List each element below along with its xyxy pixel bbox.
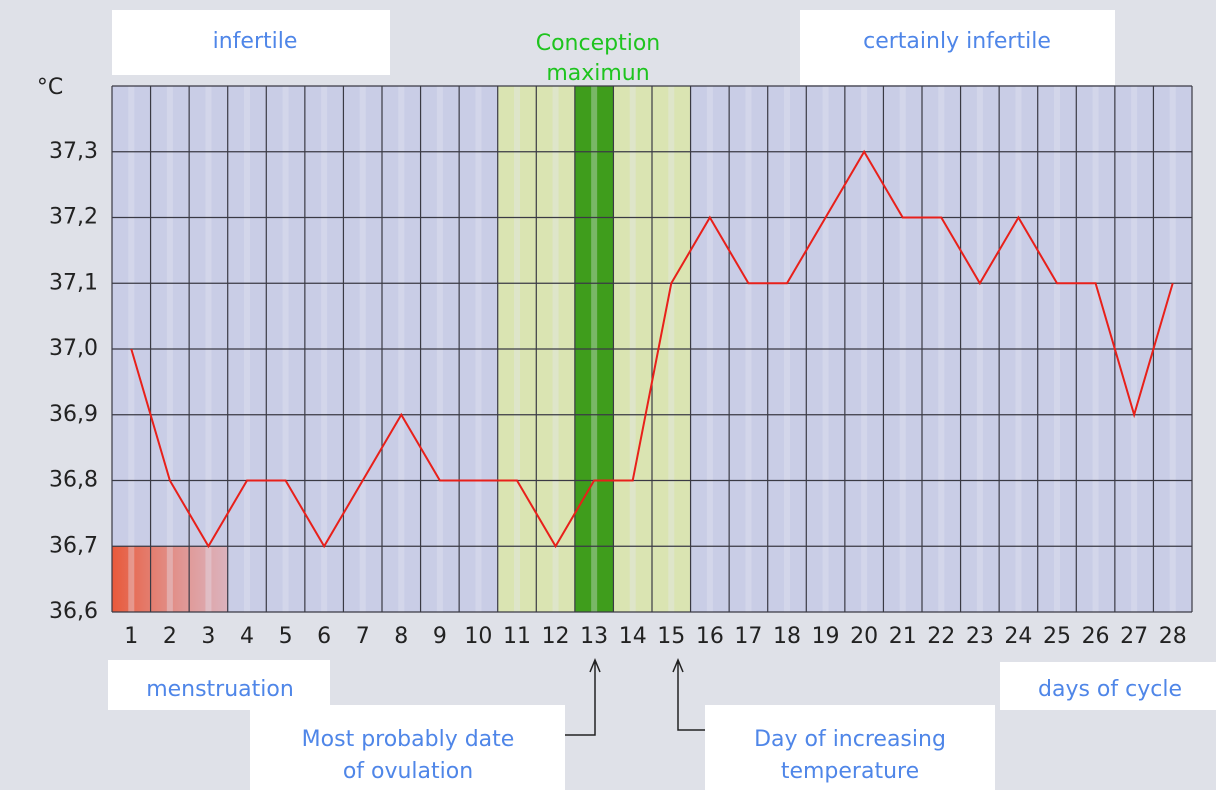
x-tick-label: 15 [657, 624, 685, 649]
label-box [800, 10, 1115, 85]
x-tick-label: 2 [163, 624, 177, 649]
label-box [108, 660, 330, 710]
y-tick-label: 36,8 [49, 468, 98, 493]
label-box [705, 705, 995, 790]
label-box [250, 705, 565, 790]
menstruation-zone [112, 546, 228, 612]
x-tick-label: 28 [1159, 624, 1187, 649]
x-tick-label: 24 [1004, 624, 1032, 649]
x-tick-label: 14 [619, 624, 647, 649]
annotation: of ovulation [343, 759, 473, 784]
x-tick-label: 27 [1120, 624, 1148, 649]
x-tick-label: 26 [1082, 624, 1110, 649]
x-tick-label: 16 [696, 624, 724, 649]
x-tick-label: 9 [433, 624, 447, 649]
x-tick-label: 21 [889, 624, 917, 649]
x-tick-label: 25 [1043, 624, 1071, 649]
annotation: Day of increasing [754, 727, 946, 752]
y-axis-label: °C [37, 75, 63, 100]
y-tick-label: 37,2 [49, 205, 98, 230]
x-tick-label: 12 [542, 624, 570, 649]
x-tick-label: 11 [503, 624, 531, 649]
x-tick-label: 1 [124, 624, 138, 649]
x-axis-label: days of cycle [1038, 677, 1182, 702]
x-tick-label: 23 [966, 624, 994, 649]
temperature-line [130, 149, 1174, 549]
annotation: maximun [546, 61, 649, 86]
x-tick-label: 13 [580, 624, 608, 649]
x-tick-label: 19 [812, 624, 840, 649]
x-tick-label: 18 [773, 624, 801, 649]
arrow [565, 658, 601, 736]
y-tick-label: 36,6 [49, 599, 98, 624]
x-tick-label: 10 [464, 624, 492, 649]
x-tick-label: 7 [356, 624, 370, 649]
annotation: menstruation [146, 677, 294, 702]
annotation: temperature [781, 759, 919, 784]
annotation: infertile [213, 29, 298, 54]
y-tick-label: 36,9 [49, 402, 98, 427]
y-tick-label: 37,1 [49, 270, 98, 295]
x-tick-label: 20 [850, 624, 878, 649]
label-box [112, 10, 390, 75]
x-tick-label: 5 [279, 624, 293, 649]
x-tick-label: 4 [240, 624, 254, 649]
arrow [672, 658, 705, 731]
x-tick-label: 3 [201, 624, 215, 649]
marks [130, 149, 1174, 549]
annotation: Conception [536, 31, 661, 56]
x-tick-label: 22 [927, 624, 955, 649]
x-tick-label: 8 [394, 624, 408, 649]
x-tick-label: 6 [317, 624, 331, 649]
annotation: Most probably date [302, 727, 515, 752]
label-box [1000, 662, 1216, 710]
annotation: certainly infertile [863, 29, 1051, 54]
x-tick-label: 17 [734, 624, 762, 649]
y-tick-label: 37,3 [49, 139, 98, 164]
y-tick-label: 36,7 [49, 533, 98, 558]
y-tick-label: 37,0 [49, 336, 98, 361]
